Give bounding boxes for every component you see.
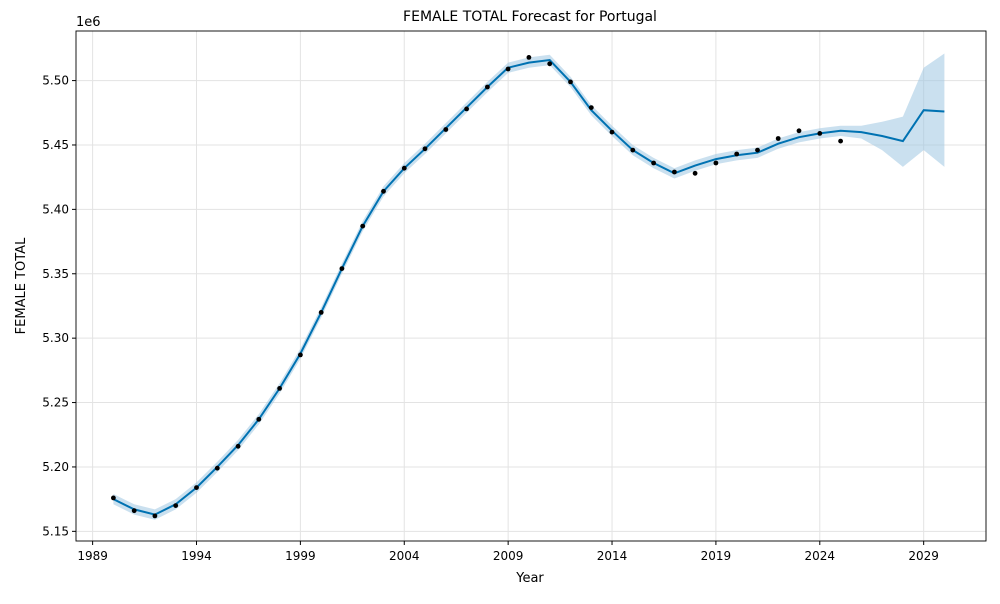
y-axis-label: FEMALE TOTAL — [14, 237, 29, 334]
x-tick-label: 2004 — [389, 549, 420, 563]
observed-point — [401, 165, 407, 171]
y-axis-ticks: 5.15 5.20 5.25 5.30 5.35 5.40 5.45 5.50 — [42, 74, 76, 538]
x-tick-label: 2019 — [701, 549, 732, 563]
observed-point — [318, 310, 324, 315]
observed-point — [381, 188, 386, 194]
observed-point — [651, 160, 656, 166]
observed-point — [214, 465, 220, 471]
x-tick-label: 1999 — [285, 549, 316, 563]
observed-point — [505, 66, 511, 72]
observed-point — [173, 503, 179, 508]
observed-point — [734, 151, 740, 157]
observed-point — [443, 127, 449, 132]
y-tick-label: 5.40 — [42, 202, 69, 216]
x-axis-label: Year — [515, 571, 544, 586]
y-tick-label: 5.45 — [42, 138, 69, 152]
observed-point — [755, 147, 760, 153]
y-tick-label: 5.25 — [42, 396, 69, 410]
x-tick-label: 2009 — [493, 549, 524, 563]
plot-area-frame — [75, 30, 987, 542]
observed-point — [464, 106, 469, 112]
observed-point — [360, 223, 366, 229]
observed-point — [838, 138, 843, 144]
y-tick-label: 5.20 — [42, 460, 69, 474]
observed-point — [422, 146, 428, 152]
x-axis-ticks: 1989 1994 1999 2004 2009 2014 2019 2024 2029 — [77, 541, 939, 563]
observed-point — [672, 169, 677, 175]
observed-point — [796, 128, 802, 134]
forecast-line — [112, 58, 945, 516]
x-tick-label: 1994 — [181, 549, 212, 563]
observed-point — [588, 105, 594, 110]
x-tick-label: 2029 — [908, 549, 939, 563]
observed-point — [152, 513, 158, 519]
observed-point — [630, 147, 636, 153]
observed-point — [547, 61, 553, 67]
y-tick-label: 5.50 — [42, 74, 69, 88]
observed-point — [277, 386, 282, 391]
observed-point — [298, 352, 303, 358]
observed-point — [256, 416, 262, 422]
observed-point — [775, 136, 781, 141]
y-tick-label: 5.30 — [42, 331, 69, 345]
observed-point — [713, 160, 719, 166]
observed-points — [111, 55, 843, 519]
observed-point — [485, 84, 490, 90]
observed-point — [817, 131, 823, 136]
chart-title: FEMALE TOTAL Forecast for Portugal — [403, 9, 657, 25]
x-tick-label: 2024 — [805, 549, 836, 563]
y-tick-label: 5.35 — [42, 267, 69, 281]
observed-point — [131, 508, 137, 514]
observed-point — [609, 129, 615, 135]
observed-point — [692, 170, 698, 176]
observed-point — [194, 485, 199, 490]
observed-point — [568, 79, 573, 85]
x-tick-label: 1989 — [77, 549, 108, 563]
y-axis-offset-label: 1e6 — [76, 15, 101, 30]
observed-point — [339, 266, 345, 271]
observed-point — [526, 55, 532, 60]
observed-point — [235, 443, 241, 449]
y-tick-label: 5.15 — [42, 524, 69, 538]
x-tick-label: 2014 — [597, 549, 628, 563]
observed-point — [111, 495, 116, 501]
